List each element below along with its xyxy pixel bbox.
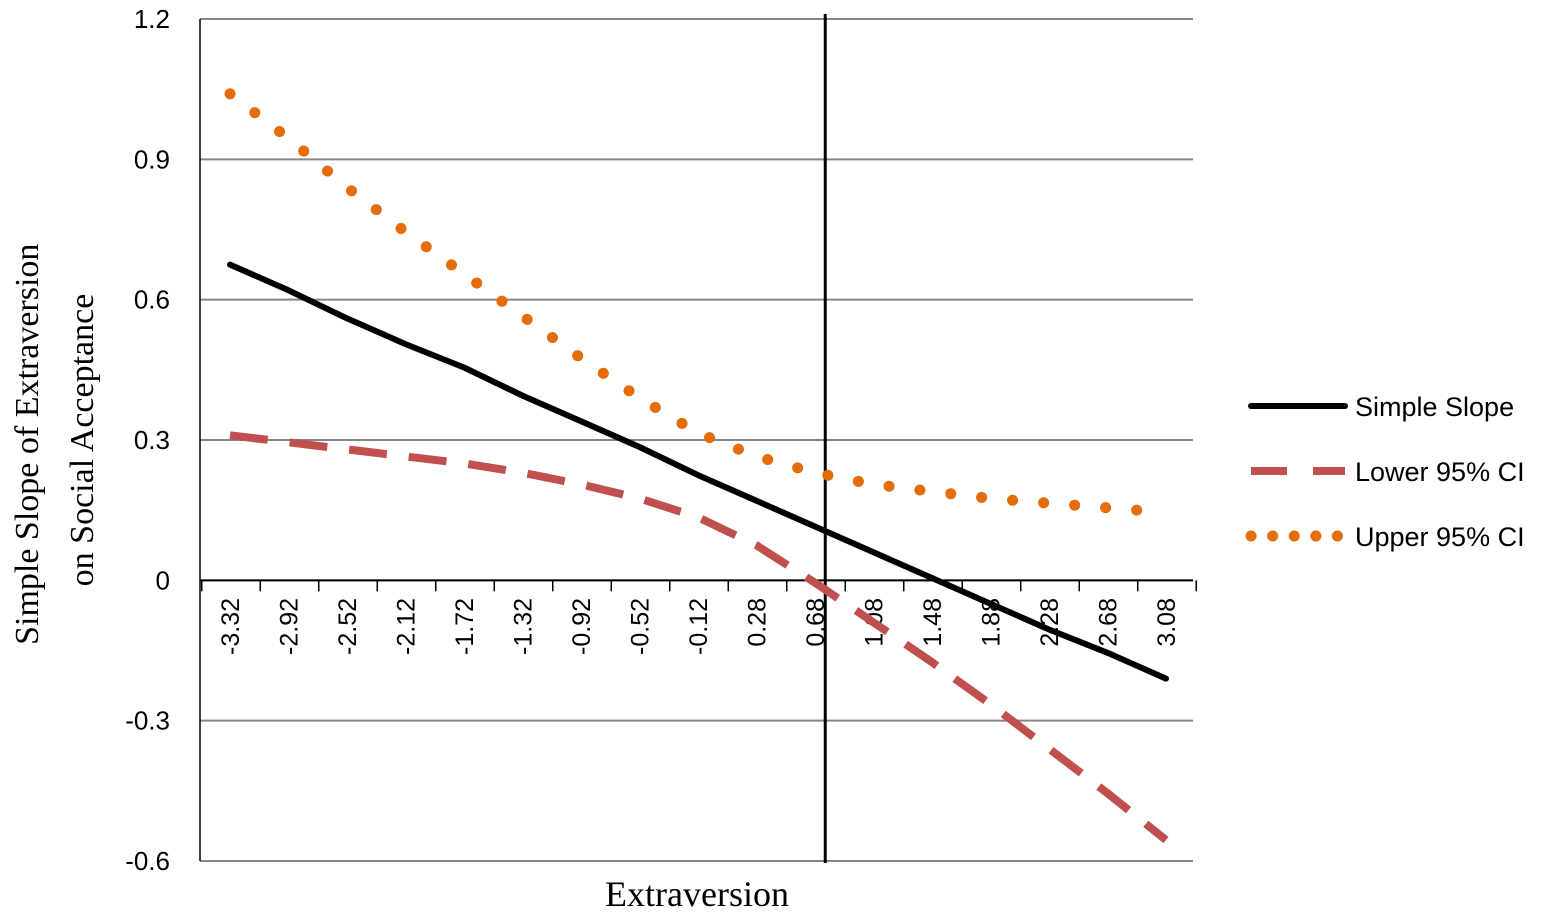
- x-tick-label: -3.32: [217, 598, 245, 655]
- x-tick-label: -2.12: [393, 598, 421, 655]
- series-line-lower-95-ci: [229, 431, 1169, 844]
- legend: Simple Slope Lower 95% CI Upper 95% CI: [1245, 392, 1525, 552]
- x-tick-label: -0.52: [627, 598, 655, 655]
- x-tick-label: -1.32: [510, 598, 538, 655]
- y-tick-label: 0: [156, 565, 170, 595]
- x-tick-label: -0.92: [568, 598, 596, 655]
- x-axis-title: Extraversion: [605, 874, 789, 914]
- x-tick-label: -1.72: [451, 598, 479, 655]
- legend-label: Upper 95% CI: [1355, 522, 1525, 552]
- y-tick-label: 0.3: [134, 425, 170, 455]
- x-tick-marks: [201, 580, 1197, 592]
- grid-lines: [200, 18, 1193, 862]
- x-tick-label: 1.48: [919, 598, 947, 647]
- x-tick-label: 0.28: [744, 598, 772, 647]
- legend-label: Lower 95% CI: [1355, 457, 1525, 487]
- y-tick-label: -0.6: [125, 846, 170, 876]
- y-axis-title-line-1: Simple Slope of Extraversion: [9, 244, 46, 645]
- x-tick-label: 2.68: [1095, 598, 1123, 647]
- x-tick-labels: -3.32 -2.92 -2.52 -2.12 -1.72 -1.32 -0.92 -0.52…: [217, 598, 1181, 655]
- y-tick-labels: 1.2 0.9 0.6 0.3 0 -0.3 -0.6: [125, 4, 170, 876]
- legend-label: Simple Slope: [1355, 392, 1514, 422]
- x-tick-label: -2.52: [334, 598, 362, 655]
- series-lines: [224, 88, 1172, 844]
- y-axis-title: Simple Slope of Extraversion on Social A…: [9, 235, 101, 645]
- y-axis-title-line-2: on Social Acceptance: [64, 294, 101, 587]
- series-line-upper-95-ci: [224, 88, 1172, 518]
- x-tick-label: 2.28: [1036, 598, 1064, 647]
- y-tick-label: 0.9: [134, 144, 170, 174]
- y-tick-label: 0.6: [134, 285, 170, 315]
- x-tick-label: -0.12: [685, 598, 713, 655]
- y-tick-label: 1.2: [134, 4, 170, 34]
- y-tick-label: -0.3: [125, 706, 170, 736]
- x-tick-label: -2.92: [276, 598, 304, 655]
- x-tick-label: 3.08: [1153, 598, 1181, 647]
- series-line-simple-slope: [227, 261, 1169, 682]
